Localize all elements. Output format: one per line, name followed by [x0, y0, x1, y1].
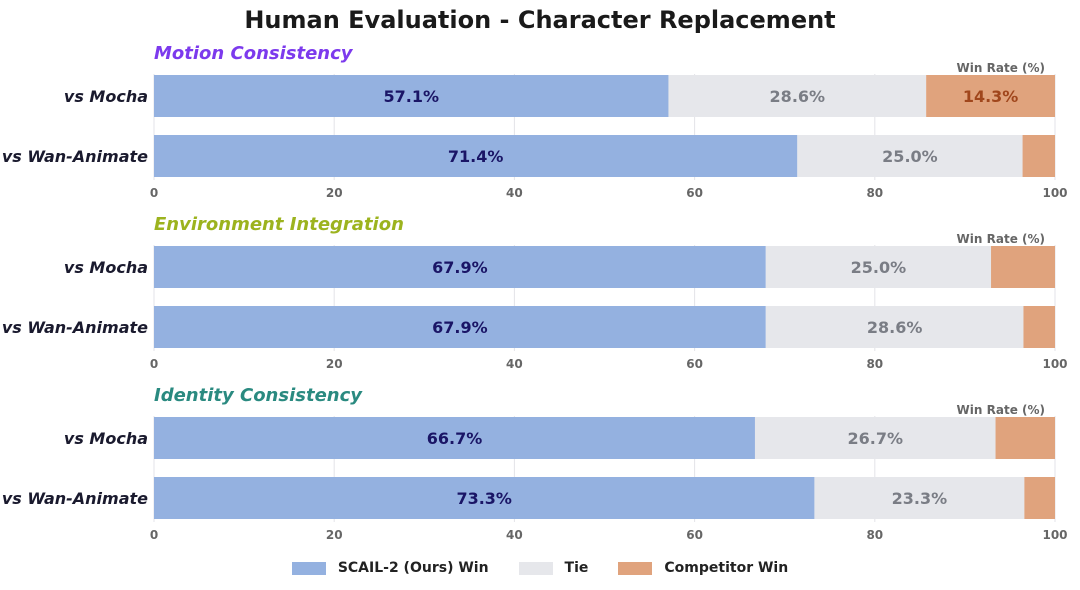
legend-item-win: SCAIL-2 (Ours) Win [291, 560, 489, 576]
tick-label-0-3: 60 [686, 186, 703, 200]
data-label-tie-1-1: 28.6% [867, 318, 923, 337]
data-label-win-1-0: 67.9% [432, 258, 488, 277]
data-label-tie-2-1: 23.3% [892, 489, 948, 508]
tick-label-2-1: 20 [326, 528, 343, 542]
legend-swatch-loss [618, 561, 653, 575]
axis-label-0: Win Rate (%) [957, 61, 1045, 75]
tick-label-1-5: 100 [1042, 357, 1067, 371]
bar-tie-1-0 [765, 246, 992, 288]
data-label-tie-2-0: 26.7% [847, 429, 903, 448]
data-label-win-2-1: 73.3% [456, 489, 512, 508]
data-label-tie-0-0: 28.6% [770, 87, 826, 106]
tick-label-2-5: 100 [1042, 528, 1067, 542]
bar-loss-1-0 [991, 246, 1055, 288]
category-label-2-1: vs Wan-Animate [2, 489, 148, 508]
legend-label-tie: Tie [564, 560, 589, 576]
bar-win-0-1 [154, 135, 798, 177]
tick-label-0-1: 20 [326, 186, 343, 200]
bar-tie-0-0 [668, 75, 927, 117]
tick-label-1-0: 0 [150, 357, 158, 371]
legend-swatch-tie [518, 561, 553, 575]
tick-label-0-2: 40 [506, 186, 523, 200]
panel-title-2: Identity Consistency [154, 385, 363, 406]
legend-item-tie: Tie [518, 560, 589, 576]
axis-label-2: Win Rate (%) [957, 403, 1045, 417]
tick-label-0-5: 100 [1042, 186, 1067, 200]
bar-loss-0-0 [926, 75, 1055, 117]
bar-tie-0-1 [797, 135, 1023, 177]
legend-item-loss: Competitor Win [618, 560, 788, 576]
bar-win-0-0 [154, 75, 669, 117]
tick-label-2-3: 60 [686, 528, 703, 542]
tick-label-0-4: 80 [866, 186, 883, 200]
bar-loss-2-1 [1024, 477, 1055, 519]
bar-win-1-1 [154, 306, 766, 348]
bar-win-1-0 [154, 246, 766, 288]
chart-title: Human Evaluation - Character Replacement [244, 6, 836, 34]
bar-win-2-0 [154, 417, 755, 459]
bar-tie-1-1 [765, 306, 1024, 348]
tick-label-1-4: 80 [866, 357, 883, 371]
category-label-0-0: vs Mocha [64, 87, 148, 106]
axis-label-1: Win Rate (%) [957, 232, 1045, 246]
data-label-win-0-0: 57.1% [383, 87, 439, 106]
tick-label-2-0: 0 [150, 528, 158, 542]
tick-label-2-4: 80 [866, 528, 883, 542]
category-label-0-1: vs Wan-Animate [2, 147, 148, 166]
legend-swatch-win [291, 561, 326, 575]
bar-loss-2-0 [995, 417, 1055, 459]
data-label-tie-1-0: 25.0% [851, 258, 907, 277]
data-label-win-1-1: 67.9% [432, 318, 488, 337]
bar-tie-2-1 [814, 477, 1025, 519]
tick-label-1-3: 60 [686, 357, 703, 371]
bar-tie-2-0 [754, 417, 996, 459]
panel-title-0: Motion Consistency [154, 43, 354, 64]
data-label-tie-0-1: 25.0% [882, 147, 938, 166]
legend-label-win: SCAIL-2 (Ours) Win [337, 560, 489, 576]
tick-label-1-1: 20 [326, 357, 343, 371]
tick-label-2-2: 40 [506, 528, 523, 542]
bar-win-2-1 [154, 477, 815, 519]
legend: SCAIL-2 (Ours) Win Tie Competitor Win [0, 560, 1080, 576]
category-label-1-0: vs Mocha [64, 258, 148, 277]
bar-loss-1-1 [1023, 306, 1055, 348]
bar-loss-0-1 [1022, 135, 1055, 177]
legend-label-loss: Competitor Win [664, 560, 789, 576]
category-label-1-1: vs Wan-Animate [2, 318, 148, 337]
tick-label-0-0: 0 [150, 186, 158, 200]
data-label-win-0-1: 71.4% [448, 147, 504, 166]
panel-title-1: Environment Integration [154, 214, 404, 235]
data-label-win-2-0: 66.7% [427, 429, 483, 448]
tick-label-1-2: 40 [506, 357, 523, 371]
data-label-loss-0-0: 14.3% [963, 87, 1019, 106]
category-label-2-0: vs Mocha [64, 429, 148, 448]
